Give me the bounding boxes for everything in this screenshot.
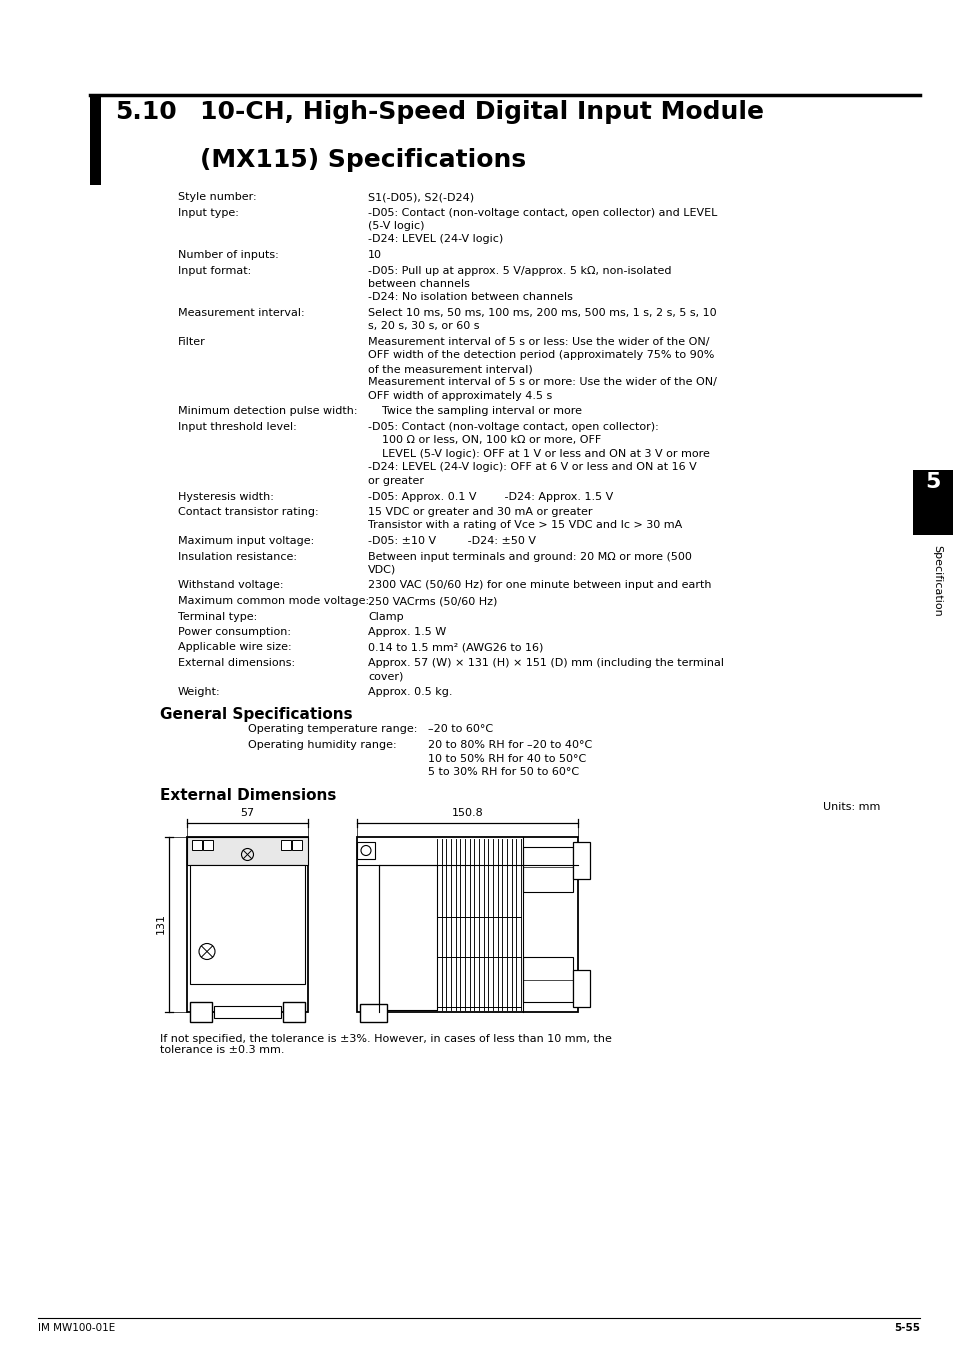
Text: OFF width of the detection period (approximately 75% to 90%: OFF width of the detection period (appro…: [368, 351, 714, 360]
Text: or greater: or greater: [368, 477, 423, 486]
Bar: [192, 840, 202, 849]
Text: IM MW100-01E: IM MW100-01E: [38, 1323, 115, 1332]
Bar: [281, 840, 291, 849]
Text: Measurement interval:: Measurement interval:: [178, 308, 304, 319]
Text: Approx. 57 (W) × 131 (H) × 151 (D) mm (including the terminal: Approx. 57 (W) × 131 (H) × 151 (D) mm (i…: [368, 657, 723, 668]
Text: 250 VACrms (50/60 Hz): 250 VACrms (50/60 Hz): [368, 595, 497, 606]
Text: 100 Ω or less, ON, 100 kΩ or more, OFF: 100 Ω or less, ON, 100 kΩ or more, OFF: [368, 436, 600, 446]
Bar: [522, 957, 573, 1002]
Text: Power consumption:: Power consumption:: [178, 626, 291, 637]
Text: If not specified, the tolerance is ±3%. However, in cases of less than 10 mm, th: If not specified, the tolerance is ±3%. …: [160, 1034, 611, 1056]
Text: 5-55: 5-55: [893, 1323, 919, 1332]
Text: 131: 131: [156, 914, 166, 934]
Text: Twice the sampling interval or more: Twice the sampling interval or more: [368, 406, 581, 417]
Bar: [912, 470, 953, 535]
Text: -D24: LEVEL (24-V logic): -D24: LEVEL (24-V logic): [368, 235, 503, 244]
Bar: [190, 1002, 212, 1022]
Text: Maximum common mode voltage:: Maximum common mode voltage:: [178, 595, 369, 606]
Text: Hysteresis width:: Hysteresis width:: [178, 491, 274, 501]
Text: Clamp: Clamp: [368, 612, 403, 621]
Bar: [573, 841, 589, 879]
Text: Specification: Specification: [931, 545, 941, 617]
Bar: [283, 1002, 305, 1022]
Text: -D05: ±10 V         -D24: ±50 V: -D05: ±10 V -D24: ±50 V: [368, 536, 536, 545]
Text: 10 to 50% RH for 40 to 50°C: 10 to 50% RH for 40 to 50°C: [428, 753, 586, 764]
Bar: [522, 846, 573, 891]
Text: 57: 57: [240, 809, 254, 818]
Bar: [356, 841, 375, 859]
Text: Maximum input voltage:: Maximum input voltage:: [178, 536, 314, 545]
Text: Operating temperature range:: Operating temperature range:: [248, 725, 417, 734]
Text: Units: mm: Units: mm: [821, 802, 879, 813]
Text: 20 to 80% RH for –20 to 40°C: 20 to 80% RH for –20 to 40°C: [428, 740, 592, 751]
Text: Contact transistor rating:: Contact transistor rating:: [178, 508, 318, 517]
Text: -D05: Contact (non-voltage contact, open collector) and LEVEL: -D05: Contact (non-voltage contact, open…: [368, 208, 717, 217]
Bar: [378, 864, 436, 1010]
Text: 150.8: 150.8: [451, 809, 483, 818]
Text: Style number:: Style number:: [178, 192, 256, 202]
Text: S1(-D05), S2(-D24): S1(-D05), S2(-D24): [368, 192, 474, 202]
Text: cover): cover): [368, 671, 403, 682]
Text: Between input terminals and ground: 20 MΩ or more (500: Between input terminals and ground: 20 M…: [368, 552, 691, 562]
Text: 5 to 30% RH for 50 to 60°C: 5 to 30% RH for 50 to 60°C: [428, 767, 578, 778]
Text: Filter: Filter: [178, 338, 206, 347]
Text: External Dimensions: External Dimensions: [160, 788, 336, 803]
Text: Approx. 0.5 kg.: Approx. 0.5 kg.: [368, 687, 452, 697]
Text: –20 to 60°C: –20 to 60°C: [428, 725, 493, 734]
Bar: [359, 1003, 387, 1022]
Text: Measurement interval of 5 s or more: Use the wider of the ON/: Measurement interval of 5 s or more: Use…: [368, 378, 716, 387]
Bar: [187, 837, 308, 1011]
Text: -D24: No isolation between channels: -D24: No isolation between channels: [368, 293, 572, 302]
Text: 5: 5: [924, 472, 940, 491]
Bar: [90, 95, 101, 185]
Text: 0.14 to 1.5 mm² (AWG26 to 16): 0.14 to 1.5 mm² (AWG26 to 16): [368, 643, 543, 652]
Text: Select 10 ms, 50 ms, 100 ms, 200 ms, 500 ms, 1 s, 2 s, 5 s, 10: Select 10 ms, 50 ms, 100 ms, 200 ms, 500…: [368, 308, 716, 319]
Text: External dimensions:: External dimensions:: [178, 657, 294, 668]
Bar: [190, 864, 305, 984]
Text: 10-CH, High-Speed Digital Input Module: 10-CH, High-Speed Digital Input Module: [200, 100, 763, 124]
Text: Minimum detection pulse width:: Minimum detection pulse width:: [178, 406, 357, 417]
Text: between channels: between channels: [368, 279, 470, 289]
Bar: [213, 1006, 281, 1018]
Text: General Specifications: General Specifications: [160, 706, 353, 721]
Text: -D05: Contact (non-voltage contact, open collector):: -D05: Contact (non-voltage contact, open…: [368, 423, 659, 432]
Bar: [203, 840, 213, 849]
Bar: [573, 969, 589, 1007]
Text: 2300 VAC (50/60 Hz) for one minute between input and earth: 2300 VAC (50/60 Hz) for one minute betwe…: [368, 580, 711, 590]
Text: Operating humidity range:: Operating humidity range:: [248, 740, 396, 751]
Text: LEVEL (5-V logic): OFF at 1 V or less and ON at 3 V or more: LEVEL (5-V logic): OFF at 1 V or less an…: [368, 450, 709, 459]
Text: Weight:: Weight:: [178, 687, 220, 697]
Text: VDC): VDC): [368, 566, 395, 575]
Text: 5.10: 5.10: [115, 100, 176, 124]
Bar: [187, 837, 308, 864]
Text: Insulation resistance:: Insulation resistance:: [178, 552, 296, 562]
Text: (MX115) Specifications: (MX115) Specifications: [200, 148, 525, 171]
Text: Number of inputs:: Number of inputs:: [178, 250, 278, 261]
Text: s, 20 s, 30 s, or 60 s: s, 20 s, 30 s, or 60 s: [368, 321, 479, 332]
Text: Input type:: Input type:: [178, 208, 238, 217]
Text: Transistor with a rating of Vce > 15 VDC and Ic > 30 mA: Transistor with a rating of Vce > 15 VDC…: [368, 521, 681, 531]
Text: -D24: LEVEL (24-V logic): OFF at 6 V or less and ON at 16 V: -D24: LEVEL (24-V logic): OFF at 6 V or …: [368, 463, 696, 472]
Text: Input format:: Input format:: [178, 266, 251, 275]
Text: 10: 10: [368, 250, 381, 261]
Text: of the measurement interval): of the measurement interval): [368, 364, 532, 374]
Text: Withstand voltage:: Withstand voltage:: [178, 580, 283, 590]
Text: Applicable wire size:: Applicable wire size:: [178, 643, 292, 652]
Text: OFF width of approximately 4.5 s: OFF width of approximately 4.5 s: [368, 392, 552, 401]
Bar: [292, 840, 302, 849]
Text: -D05: Pull up at approx. 5 V/approx. 5 kΩ, non-isolated: -D05: Pull up at approx. 5 V/approx. 5 k…: [368, 266, 671, 275]
Text: Input threshold level:: Input threshold level:: [178, 423, 296, 432]
Text: Approx. 1.5 W: Approx. 1.5 W: [368, 626, 446, 637]
Text: -D05: Approx. 0.1 V        -D24: Approx. 1.5 V: -D05: Approx. 0.1 V -D24: Approx. 1.5 V: [368, 491, 613, 501]
Text: (5-V logic): (5-V logic): [368, 221, 424, 231]
Text: 15 VDC or greater and 30 mA or greater: 15 VDC or greater and 30 mA or greater: [368, 508, 592, 517]
Text: Measurement interval of 5 s or less: Use the wider of the ON/: Measurement interval of 5 s or less: Use…: [368, 338, 709, 347]
Bar: [356, 837, 578, 1011]
Text: Terminal type:: Terminal type:: [178, 612, 257, 621]
